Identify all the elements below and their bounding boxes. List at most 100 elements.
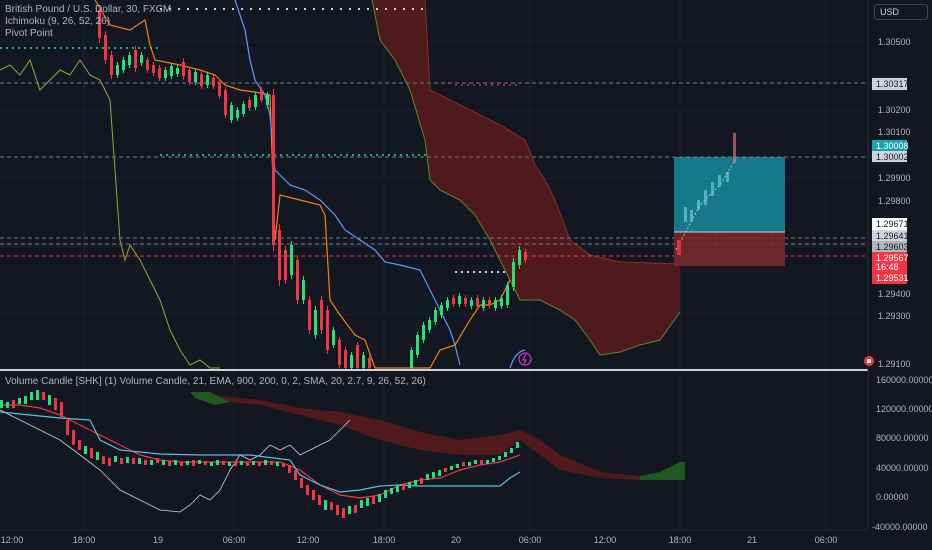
price-badge: 1.30002 <box>876 152 909 162</box>
candle <box>500 298 503 306</box>
candle <box>312 490 315 500</box>
candle <box>12 400 15 408</box>
candle <box>360 500 363 508</box>
candle <box>384 490 387 498</box>
price-tick: 1.30100 <box>878 127 911 137</box>
candle <box>372 496 375 504</box>
candle <box>252 461 255 465</box>
candle <box>342 508 345 518</box>
candle <box>182 62 185 76</box>
candle <box>174 460 177 465</box>
volume-tick: 40000.00000 <box>876 463 929 473</box>
candle <box>198 460 201 464</box>
candle <box>368 358 371 368</box>
candle <box>410 350 413 368</box>
candle <box>422 325 425 340</box>
candle <box>320 300 323 330</box>
time-tick: 06:00 <box>519 535 542 545</box>
candle <box>246 462 249 466</box>
candle <box>420 478 423 484</box>
candle <box>216 460 219 465</box>
candle <box>234 462 237 466</box>
candle <box>96 452 99 460</box>
price-tick: 1.29800 <box>878 196 911 206</box>
candle <box>440 305 443 315</box>
time-tick: 21 <box>747 535 757 545</box>
candle <box>162 460 165 465</box>
candle <box>294 470 297 480</box>
candle <box>98 10 101 38</box>
news-icon[interactable] <box>864 356 874 366</box>
price-badge: 1.29603 <box>876 242 909 252</box>
stop-zone[interactable] <box>674 232 785 266</box>
candle <box>176 68 179 74</box>
candle <box>18 398 21 404</box>
candle <box>512 262 515 287</box>
candle <box>192 460 195 466</box>
candle <box>456 464 459 468</box>
candle <box>134 50 137 68</box>
candle <box>446 300 449 308</box>
candle <box>224 90 227 115</box>
candle <box>464 298 467 304</box>
candle <box>104 35 107 60</box>
candle <box>356 345 359 368</box>
currency-selector[interactable]: USD <box>874 4 928 20</box>
candle <box>510 448 513 453</box>
symbol-legend[interactable]: British Pound / U.S. Dollar, 30, FXCM <box>5 4 172 15</box>
candle <box>30 392 33 400</box>
candle <box>350 355 353 368</box>
candle <box>122 60 125 70</box>
candle <box>470 300 473 306</box>
lower-pane[interactable] <box>0 390 685 518</box>
candle <box>306 485 309 495</box>
pivot-legend[interactable]: Pivot Point <box>5 28 53 39</box>
time-tick: 19 <box>153 535 163 545</box>
time-tick: 06:00 <box>223 535 246 545</box>
candle <box>228 462 231 466</box>
volume-tick: 160000.00000 <box>876 375 932 385</box>
price-tick: 1.29300 <box>878 311 911 321</box>
price-tick: 1.30500 <box>878 37 911 47</box>
candle <box>0 400 3 408</box>
candle <box>486 460 489 464</box>
candle <box>498 456 501 460</box>
volume-candle-legend[interactable]: Volume Candle [SHK] (1) Volume Candle, 2… <box>5 376 426 387</box>
volume-tick: 0.00000 <box>876 492 909 502</box>
candle <box>126 457 129 463</box>
candle <box>210 462 213 466</box>
candle <box>390 488 393 494</box>
price-badge: 1.30008 <box>876 141 909 151</box>
candle <box>230 105 233 120</box>
candle <box>84 446 87 454</box>
candle <box>140 55 143 63</box>
time-tick: 18:00 <box>669 535 692 545</box>
volume-tick: -40000.00000 <box>872 522 928 532</box>
candle <box>150 460 153 465</box>
time-tick: 12:00 <box>594 535 617 545</box>
time-tick: 12:00 <box>1 535 24 545</box>
candle <box>270 461 273 465</box>
candle <box>282 463 285 467</box>
candle <box>314 310 317 335</box>
candle <box>258 462 261 466</box>
candle <box>276 462 279 466</box>
candle <box>444 468 447 472</box>
candle <box>204 461 207 465</box>
time-tick: 18:00 <box>73 535 96 545</box>
candle <box>164 70 167 78</box>
ichimoku-legend[interactable]: Ichimoku (9, 26, 52, 26) <box>5 16 111 27</box>
alert-lightning-icon[interactable] <box>518 352 532 366</box>
candle <box>402 484 405 490</box>
candle <box>152 65 155 73</box>
candle <box>284 250 287 280</box>
candle <box>432 472 435 478</box>
price-candles <box>98 5 527 371</box>
candle <box>416 335 419 355</box>
candle <box>156 458 159 463</box>
candle <box>474 460 477 464</box>
candle <box>120 458 123 464</box>
candle <box>396 486 399 492</box>
candle <box>434 310 437 322</box>
